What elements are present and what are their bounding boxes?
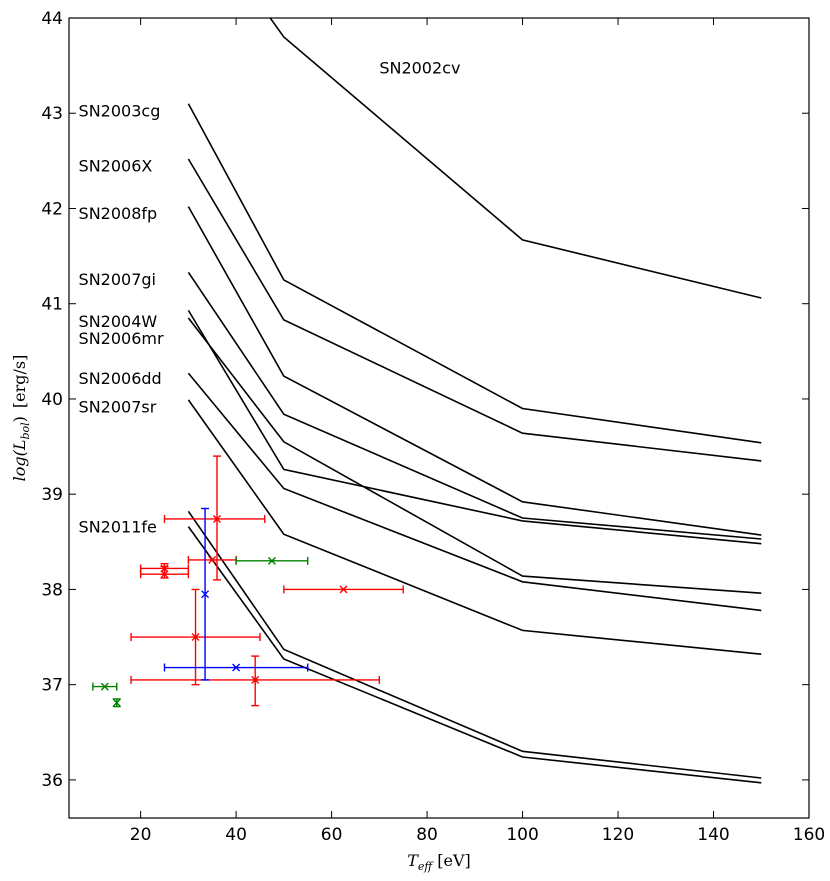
series-line-sn2006x	[187, 158, 762, 462]
y-tick-label: 44	[41, 9, 63, 29]
y-tick-label: 41	[41, 295, 63, 315]
series-line-sn2011fe-lower	[187, 526, 762, 784]
data-point	[112, 698, 121, 708]
series-label-sn2007sr: SN2007sr	[79, 398, 157, 417]
y-axis-label: log(Lbol) [erg/s]	[10, 355, 32, 482]
x-marker	[100, 682, 109, 691]
series-line-sn2006mr	[187, 317, 762, 594]
x-axis-label: Teff [eV]	[407, 851, 471, 873]
x-marker	[339, 585, 348, 594]
y-axis-label-symbol: L	[10, 440, 29, 452]
model-lines	[187, 18, 762, 784]
series-label-sn2002cv: SN2002cv	[379, 59, 460, 78]
x-marker	[112, 698, 121, 707]
series-label-sn2004w: SN2004W	[79, 312, 158, 331]
y-tick-label: 37	[41, 676, 63, 696]
series-line-sn2004w	[187, 309, 762, 545]
series-line-sn2002cv	[269, 18, 762, 299]
y-axis-label-sub: bol	[19, 422, 32, 440]
x-tick-label: 140	[697, 825, 729, 845]
x-marker	[251, 675, 260, 684]
data-point	[201, 507, 210, 681]
x-tick-label: 40	[225, 825, 247, 845]
series-label-sn2006mr: SN2006mr	[79, 329, 164, 348]
plot-frame	[68, 17, 810, 819]
x-marker	[160, 564, 169, 573]
series-label-sn2007gi: SN2007gi	[79, 270, 156, 289]
x-tick-label: 100	[506, 825, 538, 845]
x-marker	[267, 556, 276, 565]
y-tick-label: 39	[41, 485, 63, 505]
x-tick-label: 160	[793, 825, 825, 845]
axis-ticks: 20 40 60 80 100 120 140 160 36 37 38 39 40 41 42 43 44	[41, 9, 825, 845]
series-label-sn2011fe: SN2011fe	[79, 518, 157, 537]
y-tick-label: 36	[41, 771, 63, 791]
x-tick-label: 20	[130, 825, 152, 845]
series-label-sn2008fp: SN2008fp	[79, 204, 158, 223]
x-axis-label-unit: [eV]	[437, 851, 471, 870]
x-axis-label-symbol: T	[407, 851, 419, 870]
plot-background	[69, 18, 809, 818]
data-point	[92, 682, 118, 691]
series-label-sn2006x: SN2006X	[79, 157, 153, 176]
y-tick-label: 42	[41, 199, 63, 219]
y-axis-label-prefix: log(	[10, 449, 29, 481]
y-tick-label: 40	[41, 390, 63, 410]
series-line-sn2007gi	[187, 271, 762, 540]
data-point	[283, 585, 404, 594]
data-point	[139, 563, 190, 575]
supernova-labels: SN2002cv SN2003cg SN2006X SN2008fp SN2007gi S…	[79, 59, 461, 537]
y-axis-label-suffix: )	[10, 416, 29, 422]
y-tick-label: 38	[41, 580, 63, 600]
x-tick-label: 60	[321, 825, 343, 845]
data-point	[163, 663, 309, 672]
series-line-sn2006dd	[187, 372, 762, 612]
data-point	[130, 655, 381, 707]
x-marker	[213, 514, 221, 523]
data-point	[130, 588, 261, 686]
series-label-sn2003cg: SN2003cg	[79, 101, 161, 120]
series-line-sn2003cg	[187, 103, 762, 444]
series-label-sn2006dd: SN2006dd	[79, 369, 162, 388]
x-tick-label: 120	[602, 825, 634, 845]
data-point	[235, 556, 309, 565]
observed-points	[92, 455, 404, 708]
x-marker	[232, 663, 241, 672]
series-line-sn2007sr	[187, 399, 762, 655]
x-marker	[208, 555, 217, 564]
x-marker	[191, 633, 200, 642]
y-axis-label-unit: [erg/s]	[10, 355, 29, 408]
y-tick-label: 43	[41, 104, 63, 124]
series-line-sn2011fe	[187, 510, 762, 779]
x-marker	[201, 590, 210, 599]
x-tick-label: 80	[416, 825, 438, 845]
x-axis-label-sub: eff	[418, 860, 435, 873]
series-line-sn2008fp	[187, 206, 762, 536]
